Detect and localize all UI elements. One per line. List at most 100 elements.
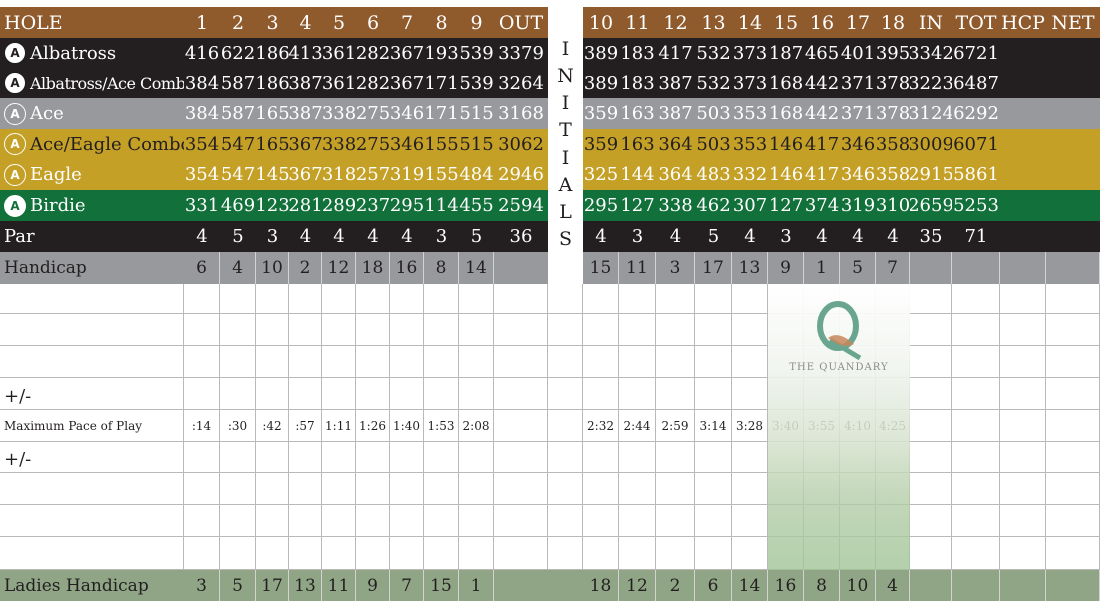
score-cell (256, 314, 289, 346)
initials-letter: A (558, 173, 573, 196)
player-row (0, 537, 184, 570)
yardage-cell: 346 (840, 129, 876, 159)
hcp-cell (1000, 38, 1046, 68)
score-cell (289, 442, 322, 473)
yardage-cell: 387 (289, 68, 322, 98)
in-total: 3009 (910, 129, 952, 159)
initials-letter: N (557, 65, 574, 88)
yardage-cell: 338 (322, 98, 356, 129)
hcp-cell (1000, 221, 1046, 252)
hcp-cell (1000, 68, 1046, 98)
score-cell (656, 346, 695, 378)
yardage-cell: 346 (390, 98, 424, 129)
yardage-cell: 332 (732, 159, 768, 190)
score-cell (619, 442, 656, 473)
in-total: 2915 (910, 159, 952, 190)
score-cell (289, 314, 322, 346)
plus-minus-label: +/- (0, 378, 184, 410)
hole-number: 4 (289, 7, 322, 38)
net-cell (1046, 98, 1100, 129)
par-cell: 3 (768, 221, 804, 252)
score-cell (583, 473, 619, 505)
out-total: 3264 (494, 68, 548, 98)
tee-name-albatross-ace-combo: A Albatross/Ace Combo (0, 68, 184, 98)
score-out (494, 314, 548, 346)
score-cell (424, 505, 459, 537)
out-total: 3062 (494, 129, 548, 159)
ace-icon: A (4, 102, 26, 125)
yardage-cell: 183 (619, 68, 656, 98)
yardage-cell: 257 (356, 159, 390, 190)
yardage-cell: 587 (220, 98, 256, 129)
hcp-cell (1000, 159, 1046, 190)
handicap-cell: 14 (459, 252, 494, 284)
yardage-cell: 163 (619, 98, 656, 129)
score-cell (619, 378, 656, 410)
hole-number: 18 (876, 7, 910, 38)
score-total (1046, 505, 1100, 537)
score-cell (322, 442, 356, 473)
par-in: 35 (910, 221, 952, 252)
hole-number: 9 (459, 7, 494, 38)
par-cell: 4 (289, 221, 322, 252)
net-cell (1046, 159, 1100, 190)
yardage-cell: 484 (459, 159, 494, 190)
yardage-cell: 331 (184, 190, 220, 221)
score-cell (583, 378, 619, 410)
score-cell (656, 505, 695, 537)
ladies-handicap-cell: 17 (256, 570, 289, 601)
score-cell: 1:11 (322, 410, 356, 442)
yardage-cell: 146 (768, 129, 804, 159)
score-cell (619, 505, 656, 537)
score-cell (322, 537, 356, 570)
handicap-blank (1046, 252, 1100, 284)
yardage-cell: 364 (656, 159, 695, 190)
yardage-cell: 295 (390, 190, 424, 221)
hole-number: 8 (424, 7, 459, 38)
score-cell (390, 505, 424, 537)
score-cell (220, 314, 256, 346)
initials-cell (548, 284, 583, 314)
score-cell (356, 473, 390, 505)
ladies-blank (1046, 570, 1100, 601)
quandary-logo-icon (817, 301, 862, 360)
yardage-cell: 539 (459, 68, 494, 98)
score-cell (220, 473, 256, 505)
score-total (1000, 378, 1046, 410)
hole-number: 7 (390, 7, 424, 38)
score-cell (256, 537, 289, 570)
score-cell (289, 284, 322, 314)
yardage-cell: 371 (840, 98, 876, 129)
yardage-cell: 367 (390, 68, 424, 98)
score-cell (356, 442, 390, 473)
hole-number: 15 (768, 7, 804, 38)
score-total (1000, 537, 1046, 570)
ladies-handicap-cell: 4 (876, 570, 910, 601)
yardage-cell: 319 (390, 159, 424, 190)
yardage-cell: 387 (289, 98, 322, 129)
score-total (1046, 346, 1100, 378)
score-cell (220, 505, 256, 537)
score-total (1046, 314, 1100, 346)
tee-label: Albatross (30, 42, 117, 64)
handicap-cell: 17 (695, 252, 732, 284)
yardage-cell: 163 (619, 129, 656, 159)
score-cell (289, 378, 322, 410)
initials-letter: S (558, 227, 573, 250)
score-cell (732, 537, 768, 570)
score-cell (583, 346, 619, 378)
hole-number: 16 (804, 7, 840, 38)
yardage-cell: 389 (583, 68, 619, 98)
yardage-cell: 144 (619, 159, 656, 190)
ladies-handicap-cell: 6 (695, 570, 732, 601)
par-cell: 4 (322, 221, 356, 252)
score-cell: 2:32 (583, 410, 619, 442)
yardage-cell: 183 (619, 38, 656, 68)
out-total: 2594 (494, 190, 548, 221)
score-total (1000, 442, 1046, 473)
ladies-out (494, 570, 548, 601)
initials-cell (548, 410, 583, 442)
score-total (910, 410, 952, 442)
handicap-cell: 9 (768, 252, 804, 284)
player-row (0, 284, 184, 314)
